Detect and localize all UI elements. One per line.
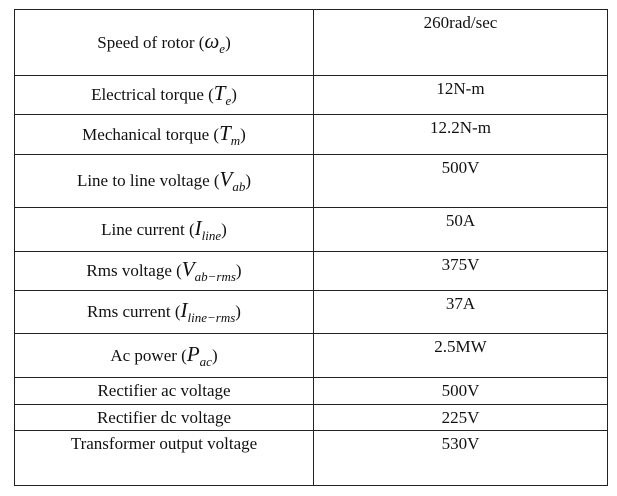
- parameter-label: Rms current (Iline−rms): [14, 290, 314, 334]
- parameter-subscript: e: [225, 93, 232, 108]
- parameter-label: Rectifier ac voltage: [14, 377, 314, 405]
- parameter-subscript: line−rms: [187, 310, 236, 325]
- parameter-value: 37A: [313, 290, 608, 334]
- parameter-value: 500V: [313, 154, 608, 208]
- parameter-value: 12.2N-m: [313, 114, 608, 155]
- parameter-symbol: T: [213, 81, 226, 105]
- parameter-label: Mechanical torque (Tm): [14, 114, 314, 155]
- table-row: Transformer output voltage 530V: [14, 430, 608, 486]
- parameter-symbol: T: [219, 120, 231, 145]
- parameter-value: 2.5MW: [313, 333, 608, 378]
- parameter-label: Rms voltage (Vab−rms): [14, 251, 314, 291]
- parameter-value: 530V: [313, 430, 608, 486]
- parameter-value: 500V: [313, 377, 608, 405]
- parameter-label: Electrical torque (Te): [14, 75, 314, 115]
- table-row: Line to line voltage (Vab) 500V: [14, 154, 608, 208]
- table-row: Electrical torque (Te) 12N-m: [14, 75, 608, 115]
- parameter-value: 260rad/sec: [313, 9, 608, 76]
- parameter-symbol: I: [194, 215, 202, 240]
- parameter-subscript: ac: [199, 353, 212, 369]
- parameter-subscript: ab: [232, 179, 246, 194]
- parameter-value: 375V: [313, 251, 608, 291]
- parameter-label: Rectifier dc voltage: [14, 404, 314, 431]
- table-row: Rms current (Iline−rms) 37A: [14, 290, 608, 334]
- parameter-symbol: V: [219, 167, 233, 191]
- parameter-label: Line current (Iline): [14, 207, 314, 252]
- parameter-subscript: m: [230, 132, 241, 148]
- parameter-value: 225V: [313, 404, 608, 431]
- parameter-label: Ac power (Pac): [14, 333, 314, 378]
- parameter-symbol: P: [186, 341, 200, 366]
- parameter-subscript: ab−rms: [194, 269, 236, 284]
- table-row: Ac power (Pac) 2.5MW: [14, 333, 608, 378]
- parameters-table: Speed of rotor (ωe) 260rad/sec Electrica…: [14, 9, 608, 486]
- parameter-value: 50A: [313, 207, 608, 252]
- parameter-subscript: e: [219, 40, 226, 56]
- table-row: Speed of rotor (ωe) 260rad/sec: [14, 9, 608, 76]
- parameter-label: Transformer output voltage: [14, 430, 314, 486]
- table-row: Mechanical torque (Tm) 12.2N-m: [14, 114, 608, 155]
- table-row: Rectifier dc voltage 225V: [14, 404, 608, 431]
- parameter-label: Line to line voltage (Vab): [14, 154, 314, 208]
- parameter-label: Speed of rotor (ωe): [14, 9, 314, 76]
- parameter-symbol: I: [180, 298, 188, 322]
- table-row: Line current (Iline) 50A: [14, 207, 608, 252]
- parameter-symbol: ω: [204, 28, 220, 53]
- parameter-value: 12N-m: [313, 75, 608, 115]
- table-row: Rms voltage (Vab−rms) 375V: [14, 251, 608, 291]
- table-row: Rectifier ac voltage 500V: [14, 377, 608, 405]
- parameter-subscript: line: [201, 227, 222, 243]
- parameter-symbol: V: [181, 257, 195, 281]
